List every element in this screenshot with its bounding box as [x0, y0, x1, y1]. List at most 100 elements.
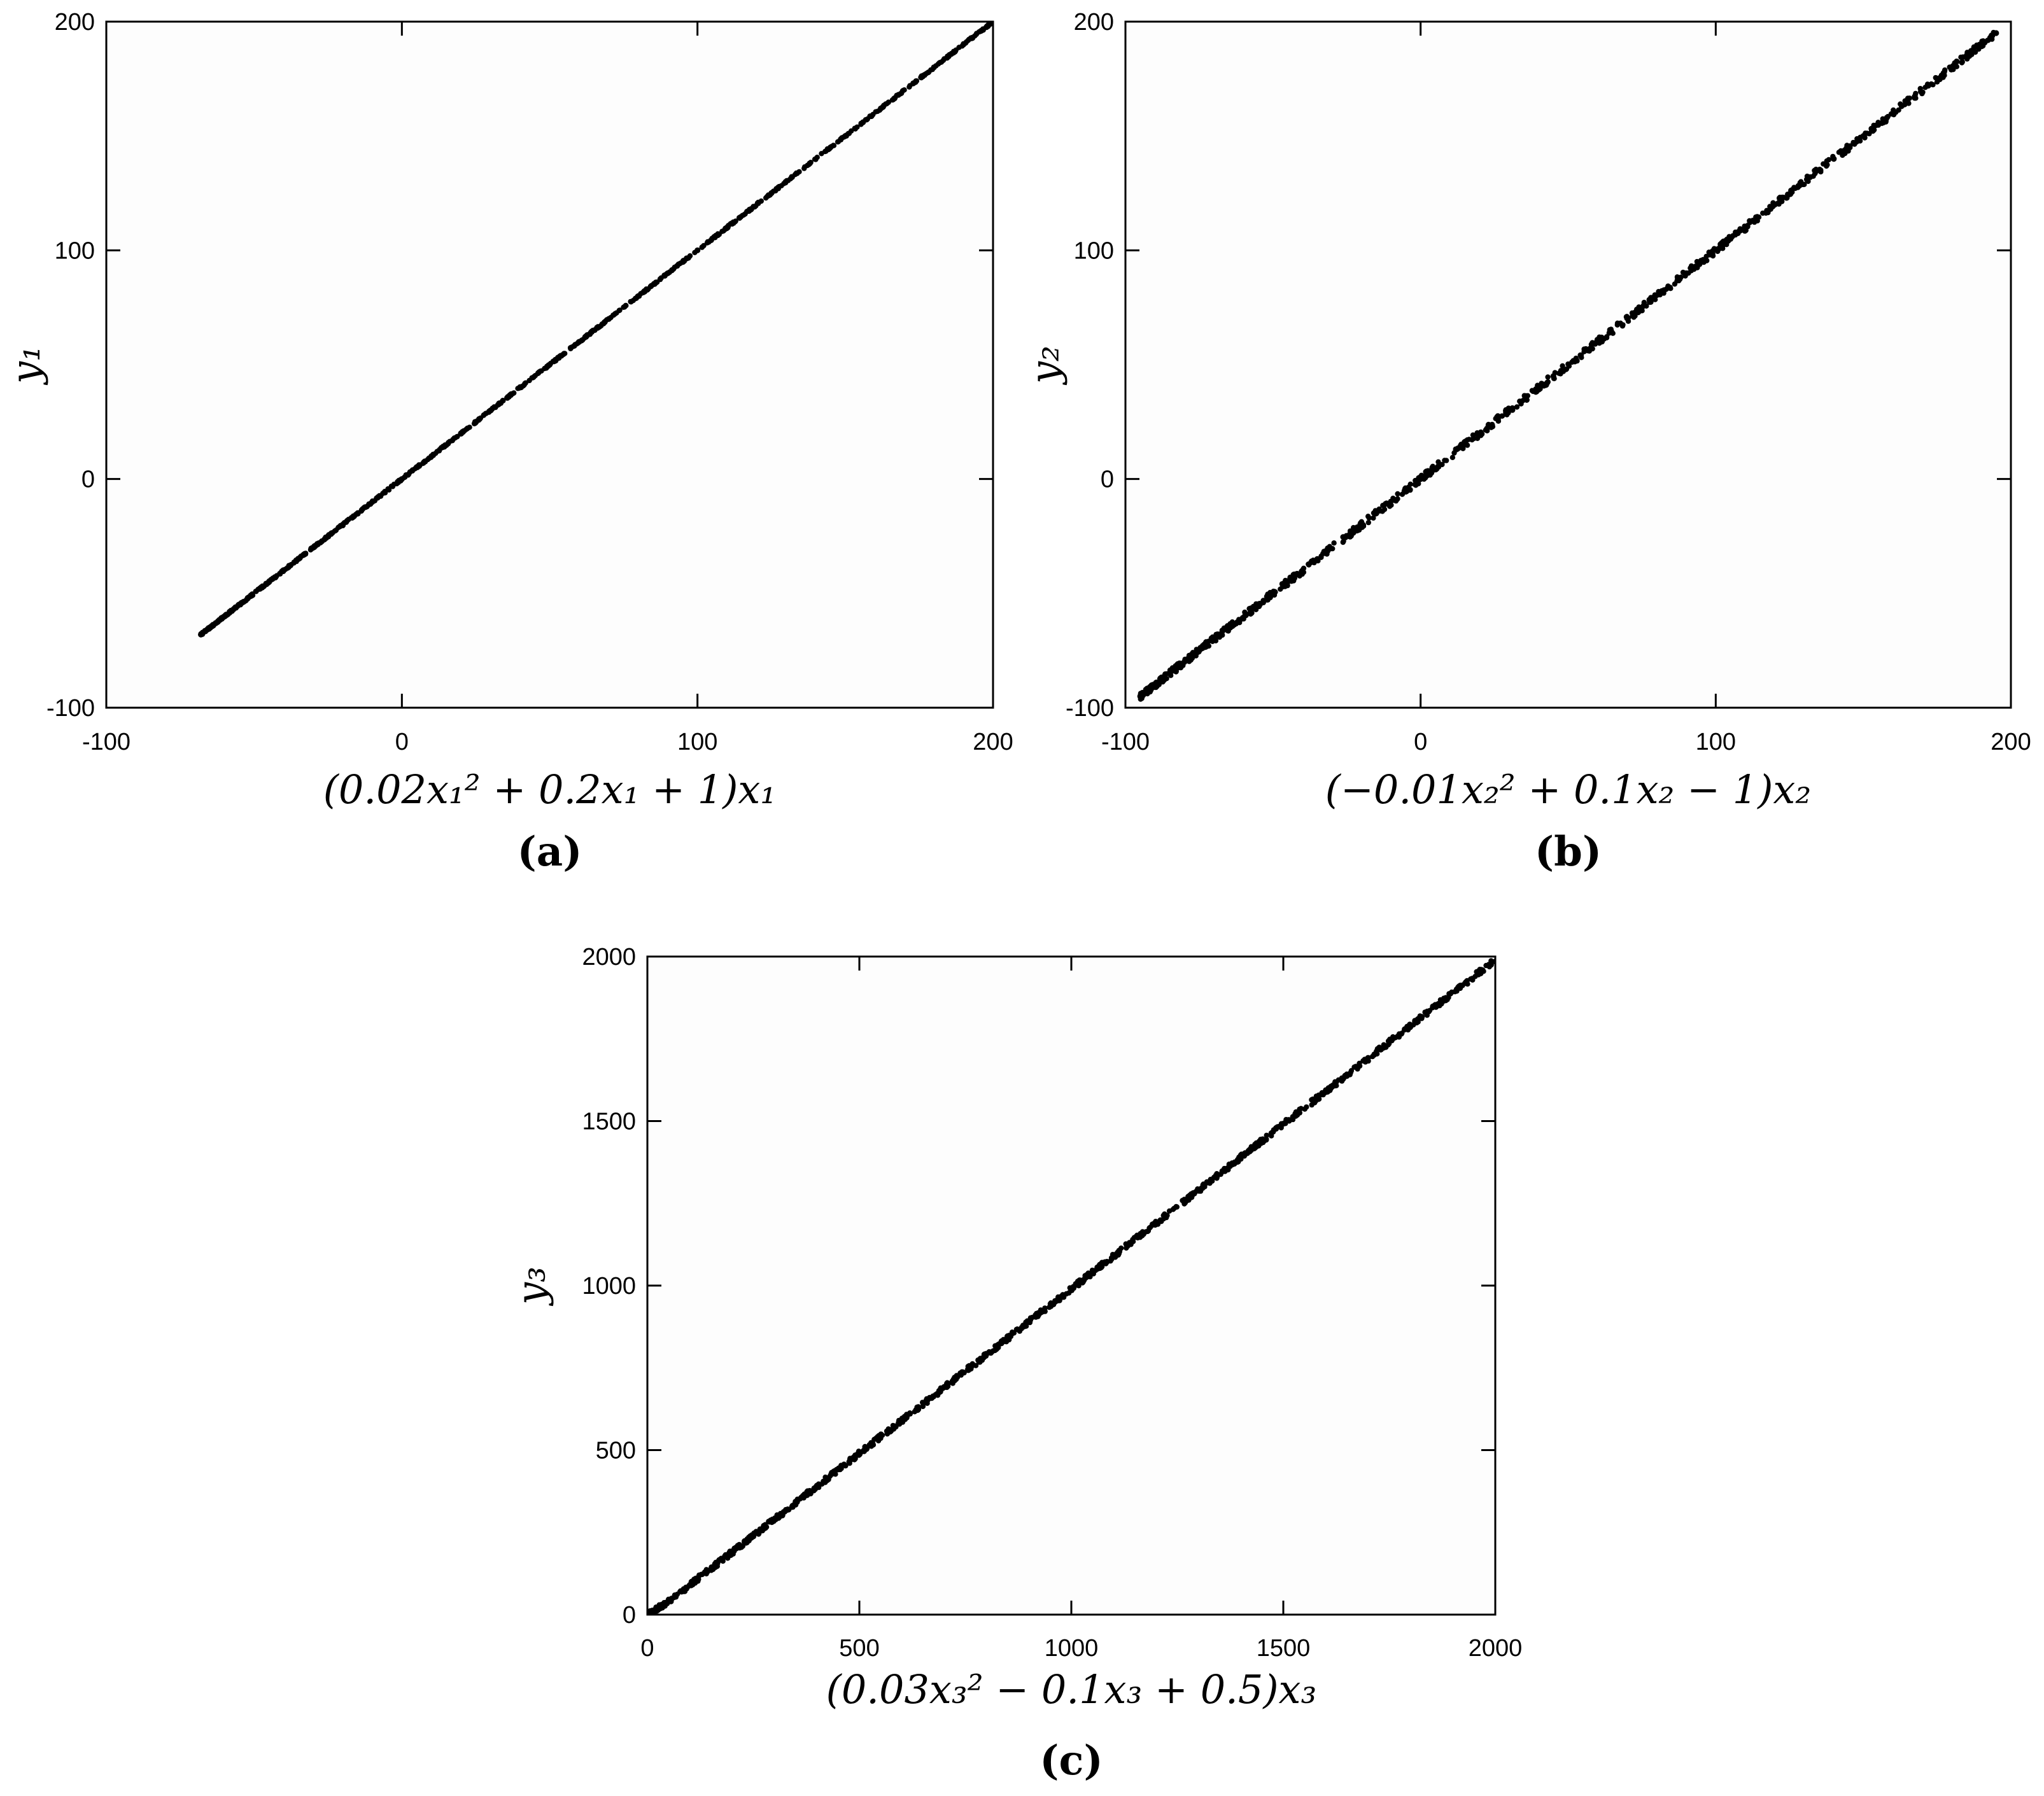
scatter-point [1444, 458, 1449, 463]
scatter-point [1001, 1337, 1006, 1342]
scatter-point [1291, 577, 1296, 582]
scatter-point [1960, 59, 1965, 64]
scatter-point [801, 1494, 806, 1499]
scatter-point [1691, 267, 1696, 272]
scatter-point [1967, 51, 1973, 57]
scatter-point [987, 21, 993, 27]
scatter-point [1468, 976, 1473, 981]
scatter-point [1352, 1065, 1357, 1070]
scatter-point [1365, 1055, 1371, 1061]
y-axis-title: y₂ [1022, 346, 1068, 386]
x-tick-label: -100 [1101, 729, 1150, 755]
scatter-point [496, 401, 501, 406]
scatter-point [1402, 1027, 1407, 1032]
scatter-point [983, 1351, 989, 1357]
scatter-point [935, 1393, 940, 1398]
scatter-point [1304, 1104, 1309, 1109]
scatter-point [1630, 313, 1635, 318]
scatter-point [1818, 167, 1823, 172]
scatter-point [687, 1582, 693, 1588]
scatter-point [1625, 314, 1630, 319]
scatter-point [1255, 602, 1261, 608]
scatter-point [610, 312, 616, 318]
scatter-point [758, 1526, 763, 1531]
scatter-point [1391, 1035, 1397, 1041]
scatter-point [344, 518, 349, 523]
scatter-point [878, 1432, 884, 1437]
scatter-point [561, 351, 566, 356]
scatter-point [1293, 572, 1298, 577]
scatter-point [1976, 46, 1981, 52]
scatter-point [1336, 1077, 1341, 1083]
scatter-point [822, 1480, 828, 1485]
scatter-point [369, 499, 375, 505]
y-tick-label: 200 [1074, 9, 1114, 36]
scatter-point [870, 112, 875, 117]
scatter-point [239, 600, 245, 605]
x-tick-label: 0 [395, 729, 409, 755]
scatter-point [856, 1450, 862, 1456]
scatter-point [1561, 368, 1566, 374]
scatter-point [1383, 502, 1388, 507]
x-tick-label: 200 [973, 729, 1013, 755]
scatter-point [1316, 1093, 1321, 1098]
scatter-point [1755, 218, 1760, 223]
x-tick-label: 0 [640, 1635, 654, 1662]
scatter-point [1365, 514, 1371, 519]
x-tick-label: 1500 [1257, 1635, 1311, 1662]
scatter-point [729, 1549, 735, 1555]
scatter-point [325, 533, 331, 539]
scatter-point [1416, 1016, 1422, 1021]
scatter-point [713, 1560, 718, 1565]
scatter-point [1242, 614, 1247, 619]
scatter-point [1181, 659, 1187, 665]
scatter-point [1330, 1084, 1335, 1089]
scatter-point [300, 552, 306, 558]
scatter-point [1728, 236, 1733, 242]
scatter-point [666, 1599, 672, 1604]
scatter-point [1323, 1088, 1329, 1093]
scatter-point [204, 627, 209, 633]
scatter-point [807, 160, 813, 166]
scatter-point [838, 137, 843, 142]
y-tick-label: 100 [55, 237, 95, 264]
scatter-point [1026, 1318, 1032, 1324]
scatter-point [1280, 1121, 1286, 1126]
scatter-point [891, 1426, 896, 1431]
scatter-point [1357, 1061, 1362, 1066]
scatter-point [1190, 1190, 1195, 1195]
scatter-point [1574, 356, 1579, 361]
scatter-point [863, 1447, 868, 1452]
scatter-point [961, 41, 966, 47]
scatter-point [1912, 94, 1917, 99]
y-tick-label: 0 [81, 467, 95, 493]
scatter-point [623, 303, 628, 308]
scatter-point [1500, 414, 1505, 419]
scatter-point [1174, 1204, 1180, 1209]
scatter-point [1824, 158, 1829, 164]
scatter-point [1747, 220, 1752, 225]
scatter-point [1148, 1224, 1153, 1230]
scatter-point [1047, 1305, 1052, 1310]
scatter-point [959, 1369, 964, 1374]
scatter-point [814, 1483, 820, 1489]
scatter-point [1856, 137, 1861, 143]
scatter-point [885, 1426, 891, 1431]
scatter-point [266, 579, 272, 585]
scatter-point [978, 28, 984, 34]
panel-label: (a) [517, 828, 582, 876]
scatter-point [1697, 259, 1702, 264]
chart-panel-c: 0 500 1000 1500 20000500100015002000(0.03x₃²… [508, 944, 1522, 1785]
scatter-point [1472, 436, 1477, 441]
scatter-point [1604, 335, 1609, 340]
scatter-point [1195, 1186, 1201, 1192]
scatter-point [1153, 1219, 1159, 1225]
scatter-point [831, 1470, 836, 1475]
scatter-point [1448, 990, 1453, 995]
scatter-point [417, 463, 422, 468]
scatter-point [976, 1358, 981, 1363]
scatter-point [648, 284, 653, 289]
scatter-point [1450, 455, 1455, 460]
scatter-point [1905, 99, 1910, 104]
scatter-point [1442, 996, 1448, 1002]
